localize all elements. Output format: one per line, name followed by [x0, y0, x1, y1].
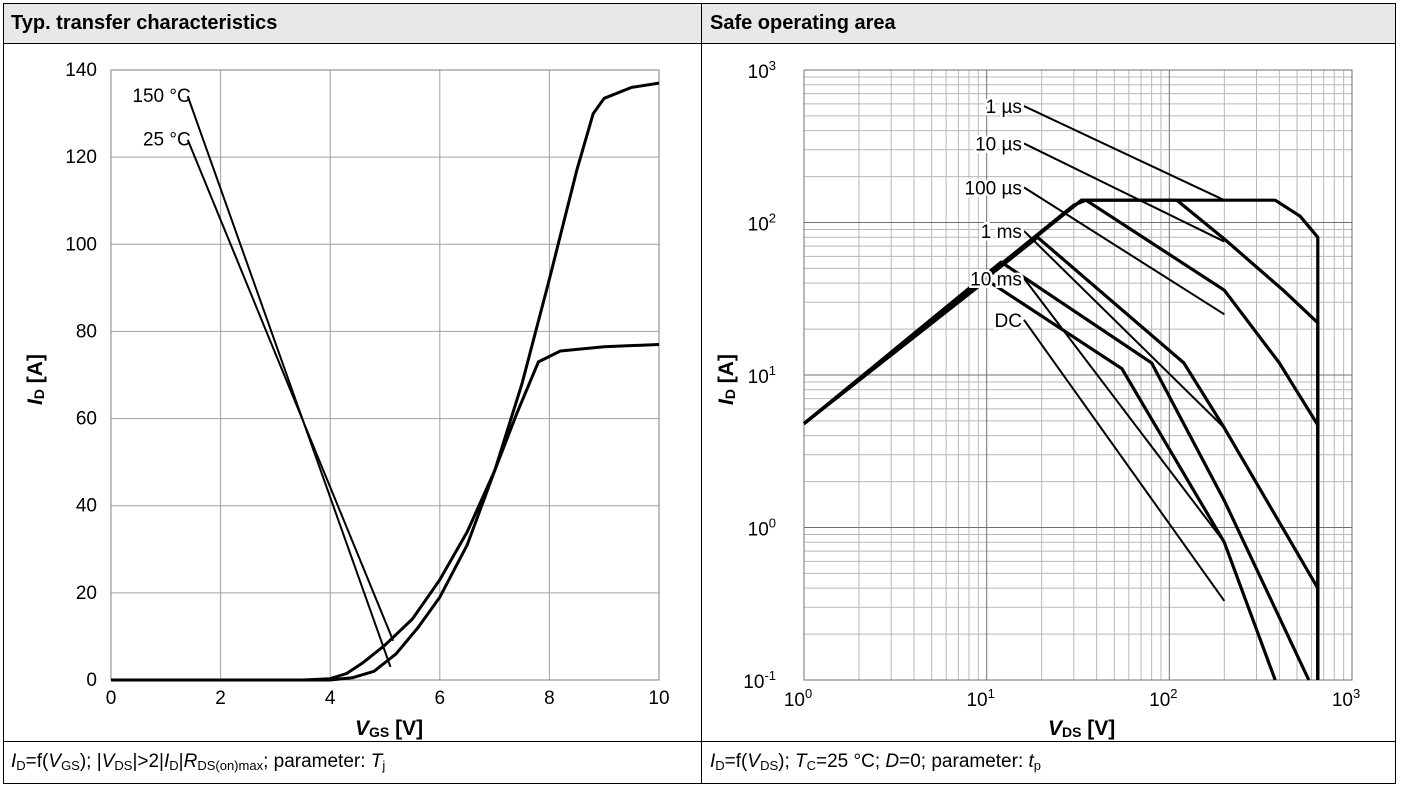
y-tick-label: 101 — [748, 363, 776, 388]
soa-limit-curve — [802, 198, 1320, 680]
series-label: 1 ms — [981, 222, 1022, 243]
leader-line — [186, 95, 392, 668]
x-tick-label: 8 — [544, 688, 555, 709]
left-caption: ID=f(VGS); |VDS|>2|ID|RDS(on)max; parame… — [11, 751, 386, 773]
left-chart-title: Typ. transfer characteristics — [11, 12, 278, 34]
leader-line — [186, 139, 395, 642]
y-tick-label: 103 — [748, 58, 776, 83]
right-chart-title: Safe operating area — [710, 12, 896, 34]
series-label: 100 µs — [965, 178, 1022, 199]
plot-frame — [803, 69, 1353, 681]
leader-line — [1023, 277, 1226, 543]
y-tick-label: 60 — [76, 409, 97, 430]
y-tick-label: 100 — [65, 234, 97, 255]
x-tick-label: 4 — [325, 688, 336, 709]
x-tick-label: 101 — [966, 686, 994, 711]
soa-limit-curve — [802, 260, 1311, 681]
series-label: DC — [994, 311, 1021, 332]
header-row: Typ. transfer characteristics Safe opera… — [4, 4, 1395, 44]
leader-line — [1023, 230, 1226, 429]
soa-limit-curve — [802, 198, 1320, 680]
y-axis-label: ID [A] — [715, 354, 738, 405]
x-tick-label: 102 — [1149, 686, 1177, 711]
y-tick-label: 100 — [748, 516, 776, 541]
x-tick-label: 0 — [106, 688, 117, 709]
soa-chart: 100 101 102 103 10-1 100 101 102 103 1 µs 10 µs 100… — [715, 58, 1360, 740]
datasheet-figure: Typ. transfer characteristics Safe opera… — [3, 3, 1396, 784]
x-tick-label: 103 — [1332, 686, 1360, 711]
y-tick-label: 40 — [76, 496, 97, 517]
y-tick-label: 10-1 — [743, 668, 776, 693]
series-label: 150 °C — [132, 86, 190, 107]
y-tick-label: 80 — [76, 321, 97, 342]
soa-limit-curve — [802, 198, 1320, 680]
y-tick-label: 0 — [86, 670, 97, 691]
x-tick-label: 10 — [648, 688, 669, 709]
series-label: 10 ms — [970, 269, 1022, 290]
y-tick-label: 20 — [76, 583, 97, 604]
footer-row: ID=f(VGS); |VDS|>2|ID|RDS(on)max; parame… — [4, 741, 1395, 783]
x-tick-label: 2 — [215, 688, 226, 709]
leader-line — [1023, 186, 1225, 316]
y-tick-label: 140 — [65, 60, 97, 81]
x-axis-label: VGS [V] — [355, 717, 423, 740]
series-label: 10 µs — [975, 134, 1022, 155]
y-tick-label: 102 — [748, 211, 776, 236]
y-tick-label: 120 — [65, 147, 97, 168]
right-caption: ID=f(VDS); TC=25 °C; D=0; parameter: tp — [710, 751, 1042, 773]
leader-line — [1023, 105, 1225, 202]
series-curve — [111, 343, 660, 682]
soa-limit-curve — [803, 235, 1320, 680]
series-label: 25 °C — [143, 130, 191, 151]
series-label: 1 µs — [986, 97, 1022, 118]
leader-line — [1023, 319, 1226, 602]
soa-limit-curve — [803, 278, 1277, 681]
x-tick-label: 100 — [784, 686, 812, 711]
panel-divider — [701, 4, 702, 783]
x-axis-label: VDS [V] — [1048, 717, 1115, 740]
x-tick-label: 6 — [435, 688, 446, 709]
series-curve — [111, 81, 660, 682]
leader-line — [1023, 142, 1225, 243]
y-axis-label: ID [A] — [24, 354, 47, 405]
plot-frame — [110, 69, 660, 681]
